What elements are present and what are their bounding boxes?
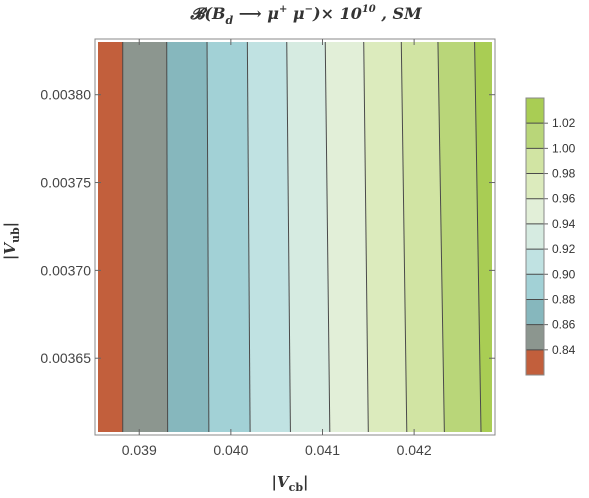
contour-line-5	[324, 41, 331, 433]
contour-line-8	[437, 41, 445, 433]
x-tick-label-3: 0.042	[397, 442, 432, 458]
legend-swatch-1	[526, 324, 544, 350]
contour-band-6	[325, 42, 369, 432]
legend-swatch-10	[526, 98, 544, 124]
title-times: )× 10	[312, 4, 362, 23]
legend-label-8: 1.00	[552, 141, 576, 155]
title-b-sub: d	[225, 14, 233, 27]
contour-lines	[122, 41, 482, 433]
x-tick-label-0: 0.039	[122, 442, 157, 458]
title-script-b: 𝓑(	[189, 4, 213, 23]
contour-band-5	[286, 42, 330, 432]
legend-label-0: 0.84	[552, 343, 576, 357]
y-axis-ticks: 0.00365 0.00370 0.00375 0.00380	[40, 87, 495, 366]
contour-band-7	[363, 42, 407, 432]
contour-line-4	[286, 41, 291, 433]
legend-label-4: 0.92	[552, 242, 576, 256]
contour-line-1	[166, 41, 169, 433]
legend-swatch-3	[526, 274, 544, 300]
y-axis-label: |Vub|	[1, 222, 22, 260]
contour-band-9	[437, 42, 482, 432]
legend-swatch-9	[526, 123, 544, 149]
legend-frame	[525, 97, 545, 376]
y-tick-label-0: 0.00365	[40, 350, 91, 366]
contour-line-2	[206, 41, 210, 433]
legend-label-3: 0.90	[552, 267, 576, 281]
chart-title: 𝓑(Bd ⟶ μ+ μ−)× 1010 , SM	[189, 4, 423, 27]
title-mu-plus: μ	[267, 4, 279, 23]
legend-swatch-2	[526, 299, 544, 325]
title-b: B	[211, 4, 226, 23]
x-label-open: |	[272, 473, 277, 491]
y-tick-label-2: 0.00375	[40, 175, 91, 191]
contour-band-2	[166, 42, 209, 432]
x-label-close: |	[303, 473, 308, 491]
x-tick-label-2: 0.041	[305, 442, 340, 458]
contour-band-10	[474, 42, 492, 432]
title-arrow: ⟶	[233, 4, 267, 23]
x-label-sub: cb	[289, 481, 304, 494]
legend-label-7: 0.98	[552, 167, 576, 181]
legend-swatch-5	[526, 223, 544, 250]
contour-band-3	[207, 42, 251, 432]
contour-line-3	[246, 41, 251, 433]
x-tick-label-1: 0.040	[213, 442, 248, 458]
y-label-close: |	[1, 222, 19, 227]
title-mu-minus-sup: −	[305, 4, 313, 15]
legend-swatch-8	[526, 148, 544, 174]
contour-band-4	[247, 42, 291, 432]
color-legend: 0.84 0.86 0.88 0.90 0.92 0.94 0.96 0.98 1.00 1.02	[525, 97, 576, 376]
plot-frame	[94, 38, 496, 436]
x-label-v: V	[277, 473, 290, 491]
contour-band-8	[401, 42, 445, 432]
y-tick-label-1: 0.00370	[40, 262, 91, 278]
legend-swatch-6	[526, 198, 544, 224]
contour-line-9	[474, 41, 482, 433]
legend-label-6: 0.96	[552, 192, 576, 206]
title-mu-minus: μ	[287, 4, 305, 23]
legend-label-9: 1.02	[552, 116, 576, 130]
title-suffix: , SM	[376, 4, 423, 23]
contour-line-6	[363, 41, 369, 433]
legend-label-5: 0.94	[552, 217, 576, 231]
x-axis-label: |Vcb|	[272, 473, 309, 494]
title-exp: 10	[362, 4, 376, 15]
y-label-open: |	[1, 255, 19, 260]
legend-label-2: 0.88	[552, 292, 576, 306]
contour-line-7	[400, 41, 408, 433]
legend-swatch-0	[526, 349, 544, 375]
y-label-v: V	[1, 242, 19, 255]
legend-swatch-4	[526, 249, 544, 275]
y-label-sub: ub	[9, 227, 22, 243]
y-tick-label-3: 0.00380	[40, 87, 91, 103]
contour-band-1	[122, 42, 168, 432]
contour-band-0	[98, 42, 123, 432]
x-axis-ticks: 0.039 0.040 0.041 0.042	[122, 39, 432, 458]
legend-swatch-7	[526, 173, 544, 199]
contour-bands	[98, 42, 492, 432]
legend-label-1: 0.86	[552, 318, 576, 332]
title-mu-plus-sup: +	[279, 4, 287, 15]
